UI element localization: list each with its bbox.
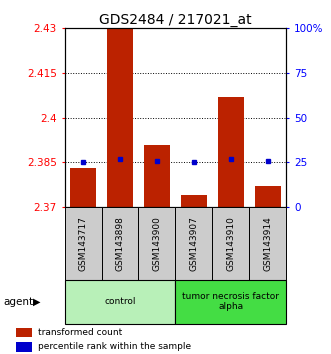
Bar [70, 169, 96, 207]
Text: control: control [104, 297, 136, 306]
Bar [138, 207, 175, 280]
Text: GSM143900: GSM143900 [153, 216, 162, 271]
Bar [102, 207, 138, 280]
Bar [16, 342, 31, 352]
Text: GSM143914: GSM143914 [263, 216, 272, 271]
Title: GDS2484 / 217021_at: GDS2484 / 217021_at [99, 13, 252, 27]
Text: GSM143898: GSM143898 [116, 216, 124, 271]
Bar [218, 97, 244, 207]
Bar [144, 144, 170, 207]
Bar [175, 207, 213, 280]
Text: percentile rank within the sample: percentile rank within the sample [38, 342, 191, 352]
Text: agent: agent [3, 297, 33, 307]
Bar [107, 28, 133, 207]
Text: GSM143910: GSM143910 [226, 216, 235, 271]
Bar [255, 186, 281, 207]
Text: tumor necrosis factor
alpha: tumor necrosis factor alpha [182, 292, 279, 312]
Bar [65, 207, 102, 280]
Bar [16, 327, 31, 337]
Bar [213, 207, 249, 280]
Text: GSM143717: GSM143717 [78, 216, 87, 271]
Text: transformed count: transformed count [38, 328, 122, 337]
Text: ▶: ▶ [33, 297, 41, 307]
Text: GSM143907: GSM143907 [189, 216, 198, 271]
Bar [181, 195, 207, 207]
Bar [249, 207, 286, 280]
Bar [65, 280, 175, 324]
Bar [175, 280, 286, 324]
